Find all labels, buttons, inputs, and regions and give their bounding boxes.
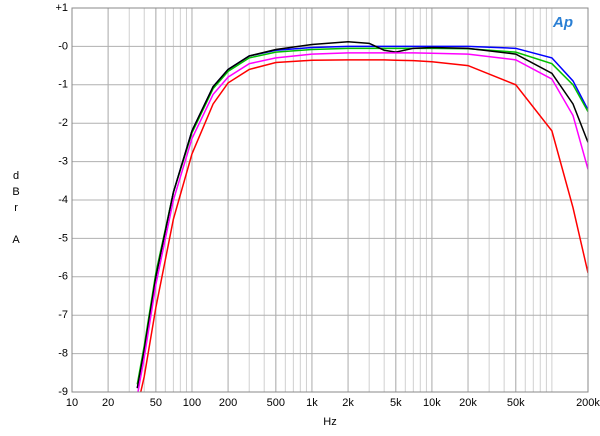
x-tick-label: 500 — [267, 397, 285, 409]
x-tick-label: 10k — [423, 397, 441, 409]
y-tick-label: -4 — [58, 194, 68, 206]
x-tick-label: 50k — [507, 397, 525, 409]
x-axis-label: Hz — [323, 416, 336, 428]
y-tick-label: +1 — [55, 2, 68, 14]
y-tick-label: -2 — [58, 117, 68, 129]
x-tick-label: 200k — [576, 397, 600, 409]
x-tick-label: 5k — [390, 397, 402, 409]
x-tick-label: 1k — [306, 397, 318, 409]
y-tick-label: -1 — [58, 79, 68, 91]
y-tick-label: -9 — [58, 386, 68, 398]
series-line — [139, 59, 588, 392]
x-tick-label: 10 — [66, 397, 78, 409]
x-tick-label: 50 — [150, 397, 162, 409]
logo: Ap — [552, 14, 573, 31]
y-tick-label: -6 — [58, 271, 68, 283]
x-tick-label: 20 — [102, 397, 114, 409]
series-line — [136, 41, 588, 389]
y-tick-label: -5 — [58, 232, 68, 244]
x-tick-label: 200 — [219, 397, 237, 409]
grid — [71, 7, 589, 393]
y-tick-label: -0 — [58, 40, 68, 52]
plot-frame — [71, 7, 589, 393]
plot-lines — [136, 41, 588, 392]
series-line — [136, 45, 588, 389]
x-tick-label: 2k — [342, 397, 354, 409]
y-axis-label: dBr A — [10, 170, 22, 250]
y-tick-label: -3 — [58, 156, 68, 168]
x-tick-label: 20k — [459, 397, 477, 409]
y-tick-label: -8 — [58, 348, 68, 360]
series-line — [136, 47, 588, 385]
series-line — [137, 52, 588, 392]
y-tick-label: -7 — [58, 309, 68, 321]
x-tick-label: 100 — [183, 397, 201, 409]
